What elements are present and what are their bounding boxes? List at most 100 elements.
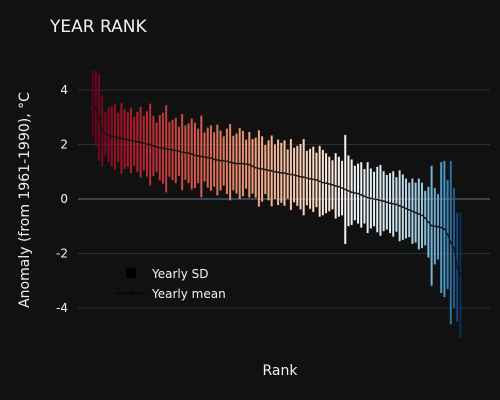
mean-point (203, 156, 206, 158)
mean-point (312, 178, 315, 181)
mean-point (344, 188, 347, 191)
mean-point (382, 200, 385, 203)
mean-point (440, 226, 443, 229)
mean-point (299, 175, 302, 178)
mean-point (158, 146, 161, 149)
mean-point (280, 171, 283, 174)
mean-point (194, 154, 196, 157)
mean-point (123, 138, 126, 140)
mean-point (104, 132, 107, 135)
mean-point (261, 168, 264, 170)
mean-point (433, 225, 436, 228)
mean-point (110, 135, 113, 138)
mean-point (258, 167, 260, 170)
mean-point (417, 213, 420, 215)
y-tick-label: -4 (56, 301, 68, 315)
mean-point (437, 225, 439, 228)
mean-point (101, 129, 104, 132)
mean-point (357, 192, 359, 195)
mean-point (91, 102, 94, 105)
mean-point (421, 214, 423, 217)
mean-point (190, 153, 193, 155)
mean-point (405, 207, 407, 210)
mean-point (187, 152, 190, 155)
mean-point (456, 266, 459, 269)
mean-point (168, 148, 171, 151)
mean-point (414, 211, 417, 214)
legend-label-sd: Yearly SD (151, 267, 209, 281)
mean-point (238, 162, 241, 165)
mean-point (270, 170, 273, 172)
mean-point (248, 163, 251, 166)
mean-point (114, 135, 116, 138)
mean-point (347, 189, 350, 192)
mean-point (331, 183, 334, 186)
mean-point (267, 169, 270, 172)
mean-point (401, 206, 404, 209)
mean-point (139, 141, 142, 144)
mean-point (222, 159, 225, 162)
mean-point (286, 173, 289, 175)
mean-point (126, 138, 129, 141)
mean-point (325, 182, 327, 185)
legend-swatch-sd (126, 268, 136, 278)
y-tick-label: 2 (60, 138, 68, 152)
legend: Yearly SD Yearly mean (116, 267, 226, 301)
mean-point (350, 191, 353, 194)
mean-line-layer (91, 102, 462, 277)
mean-point (318, 180, 321, 183)
chart-title: YEAR RANK (49, 17, 147, 37)
mean-point (283, 172, 286, 175)
mean-point (392, 203, 395, 205)
mean-point (142, 142, 145, 145)
mean-point (264, 168, 267, 171)
mean-point (120, 137, 123, 140)
mean-point (210, 157, 212, 160)
mean-point (117, 136, 120, 139)
mean-point (427, 221, 430, 224)
mean-point (376, 198, 379, 201)
mean-point (254, 166, 257, 169)
mean-point (321, 181, 324, 184)
mean-point (459, 274, 462, 277)
mean-point (360, 194, 363, 196)
mean-point (98, 116, 100, 119)
mean-point (446, 233, 449, 236)
mean-point (155, 146, 158, 149)
sd-bars (91, 70, 462, 338)
mean-point (178, 150, 180, 153)
mean-point (174, 149, 177, 152)
mean-point (242, 162, 244, 165)
mean-point (373, 198, 375, 200)
mean-point (289, 173, 292, 176)
mean-point (229, 161, 232, 164)
mean-point (130, 139, 132, 142)
mean-point (363, 195, 366, 198)
mean-point (200, 155, 203, 158)
mean-point (251, 165, 254, 168)
mean-point (296, 174, 299, 177)
mean-point (449, 241, 452, 244)
y-tick-label: 4 (60, 83, 68, 97)
y-tick-label: -2 (56, 247, 68, 261)
mean-point (197, 155, 200, 157)
mean-point (219, 159, 222, 162)
mean-point (133, 140, 136, 143)
mean-point (136, 140, 139, 143)
mean-point (309, 177, 311, 180)
mean-point (379, 199, 382, 202)
mean-point (353, 192, 356, 194)
legend-swatch-mean-marker (129, 291, 133, 295)
y-axis-ticks: 4 2 0 -2 -4 (56, 83, 68, 315)
mean-point (235, 162, 238, 165)
mean-point (165, 147, 168, 150)
mean-point (305, 177, 308, 179)
mean-point (277, 171, 279, 174)
mean-point (107, 134, 110, 136)
mean-point (328, 183, 331, 185)
mean-point (216, 159, 219, 161)
mean-point (302, 176, 305, 179)
legend-label-mean: Yearly mean (151, 287, 226, 301)
mean-point (366, 196, 369, 199)
